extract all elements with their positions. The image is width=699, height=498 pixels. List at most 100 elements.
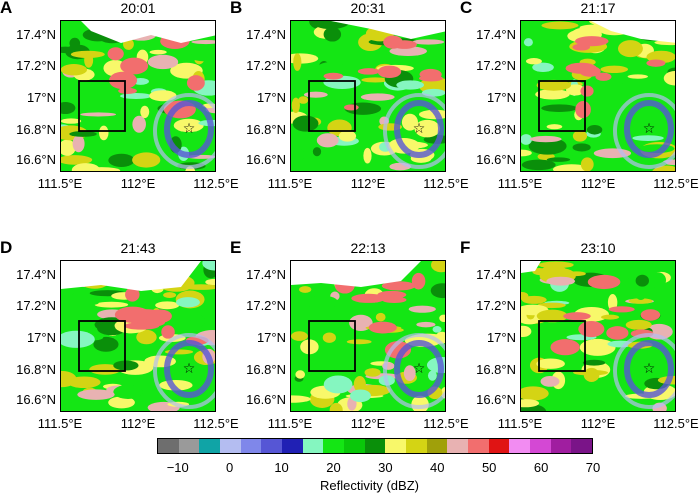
colorbar-swatch — [178, 439, 200, 453]
colorbar-swatch — [344, 439, 365, 453]
colorbar-swatch — [385, 439, 407, 453]
colorbar-swatch — [261, 439, 283, 453]
svg-text:☆: ☆ — [643, 121, 656, 137]
lon-tick: 112°E — [350, 416, 386, 431]
panel-time: 20:31 — [350, 0, 386, 16]
colorbar-tick: 30 — [378, 460, 393, 475]
lon-tick: 112.5°E — [193, 416, 239, 431]
lat-tick: 17.2°N — [16, 58, 56, 73]
radar-map: ☆ — [60, 20, 216, 172]
colorbar-swatch — [426, 439, 448, 453]
colorbar-tick: 40 — [430, 460, 445, 475]
panel-d: D 21:43 ☆ 17.4°N 17.2°N 17°N 16.8°N 16.6°N 111.5… — [0, 238, 239, 455]
colorbar-swatch — [199, 439, 221, 453]
lat-tick: 16.8°N — [16, 362, 56, 377]
panel-e: E 22:13 ☆ 17.4°N 17.2°N 17°N 16.8°N 16.6°N 111.5… — [230, 238, 469, 455]
lon-tick: 112.5°E — [653, 416, 699, 431]
colorbar-tick: 0 — [226, 460, 234, 475]
lat-tick: 17.4°N — [16, 267, 56, 282]
panel-label: C — [460, 0, 473, 17]
lat-tick: 17.4°N — [476, 27, 516, 42]
colorbar-tick: −10 — [166, 460, 189, 475]
lon-tick: 111.5°E — [267, 416, 313, 431]
colorbar-swatch — [468, 439, 489, 453]
lat-tick: 17.4°N — [246, 267, 286, 282]
colorbar-swatch — [571, 439, 593, 453]
lat-tick: 17°N — [26, 330, 56, 345]
lon-tick: 111.5°E — [497, 416, 543, 431]
lat-tick: 16.8°N — [476, 122, 516, 137]
lon-tick: 111.5°E — [37, 416, 83, 431]
lat-tick: 16.6°N — [246, 152, 286, 167]
colorbar-swatch — [530, 439, 551, 453]
panel-label: B — [230, 0, 243, 17]
lat-tick: 17°N — [256, 90, 286, 105]
lat-tick: 17.4°N — [246, 27, 286, 42]
colorbar-swatch — [158, 439, 179, 453]
lat-tick: 16.6°N — [476, 152, 516, 167]
colorbar-swatch — [550, 439, 572, 453]
panel-label: D — [0, 238, 13, 257]
svg-text:☆: ☆ — [183, 121, 196, 137]
lon-tick: 112.5°E — [193, 176, 239, 191]
colorbar-swatch — [364, 439, 386, 453]
colorbar-tick: 20 — [326, 460, 341, 475]
lat-tick: 16.6°N — [476, 392, 516, 407]
lat-tick: 17.4°N — [476, 267, 516, 282]
svg-text:☆: ☆ — [413, 121, 426, 137]
lat-tick: 17.4°N — [16, 27, 56, 42]
lat-tick: 16.6°N — [16, 152, 56, 167]
lon-tick: 112°E — [580, 176, 616, 191]
svg-text:☆: ☆ — [643, 361, 656, 377]
lat-tick: 17°N — [256, 330, 286, 345]
panel-time: 20:01 — [120, 0, 156, 16]
lat-tick: 17.2°N — [246, 58, 286, 73]
colorbar-title: Reflectivity (dBZ) — [320, 478, 419, 493]
colorbar-swatch — [220, 439, 241, 453]
lat-tick: 16.8°N — [16, 122, 56, 137]
lat-tick: 17°N — [486, 90, 516, 105]
lat-tick: 16.8°N — [246, 122, 286, 137]
panel-b: B 20:31 ☆ 17.4°N 17.2°N 17°N 16.8°N 16.6°N 111.5… — [230, 0, 469, 215]
lat-tick: 16.6°N — [16, 392, 56, 407]
panel-time: 21:17 — [580, 0, 616, 16]
colorbar-tick: 60 — [533, 460, 549, 475]
svg-text:☆: ☆ — [183, 361, 196, 377]
lon-tick: 111.5°E — [37, 176, 83, 191]
lat-tick: 16.8°N — [476, 362, 516, 377]
panel-f: F 23:10 ☆ 17.4°N 17.2°N 17°N 16.8°N 16.6°N 111.5… — [460, 238, 699, 455]
lat-tick: 16.8°N — [246, 362, 286, 377]
panel-time: 23:10 — [580, 240, 616, 256]
radar-map: ☆ — [520, 260, 676, 412]
lon-tick: 112.5°E — [423, 176, 469, 191]
panel-time: 22:13 — [350, 240, 386, 256]
panel-label: E — [230, 238, 242, 257]
panel-c: C 21:17 ☆ 17.4°N 17.2°N 17°N 16.8°N 16.6°N 111.5… — [460, 0, 699, 215]
colorbar-swatch — [240, 439, 262, 453]
panel-a: A 20:01 ☆ 17.4°N 17.2°N 17°N 16.8°N 16.6°N 111.5… — [0, 0, 239, 215]
lat-tick: 17°N — [26, 90, 56, 105]
lon-tick: 112°E — [120, 176, 156, 191]
lon-tick: 112°E — [350, 176, 386, 191]
lon-tick: 112.5°E — [653, 176, 699, 191]
colorbar-swatch — [447, 439, 469, 453]
colorbar-swatch — [406, 439, 427, 453]
radar-map: ☆ — [520, 20, 676, 172]
lon-tick: 111.5°E — [267, 176, 313, 191]
colorbar-tick: 50 — [481, 460, 497, 475]
colorbar-tick: 70 — [585, 460, 601, 475]
radar-map: ☆ — [60, 260, 216, 412]
radar-map: ☆ — [290, 20, 446, 172]
colorbar-swatch — [509, 439, 531, 453]
colorbar-swatch — [302, 439, 324, 453]
lat-tick: 17.2°N — [246, 298, 286, 313]
colorbar — [157, 438, 593, 454]
lat-tick: 17.2°N — [16, 298, 56, 313]
lat-tick: 17.2°N — [476, 298, 516, 313]
panel-time: 21:43 — [120, 240, 156, 256]
panel-label: F — [460, 238, 471, 257]
svg-text:☆: ☆ — [413, 361, 426, 377]
lat-tick: 16.6°N — [246, 392, 286, 407]
colorbar-swatch — [323, 439, 345, 453]
lat-tick: 17°N — [486, 330, 516, 345]
